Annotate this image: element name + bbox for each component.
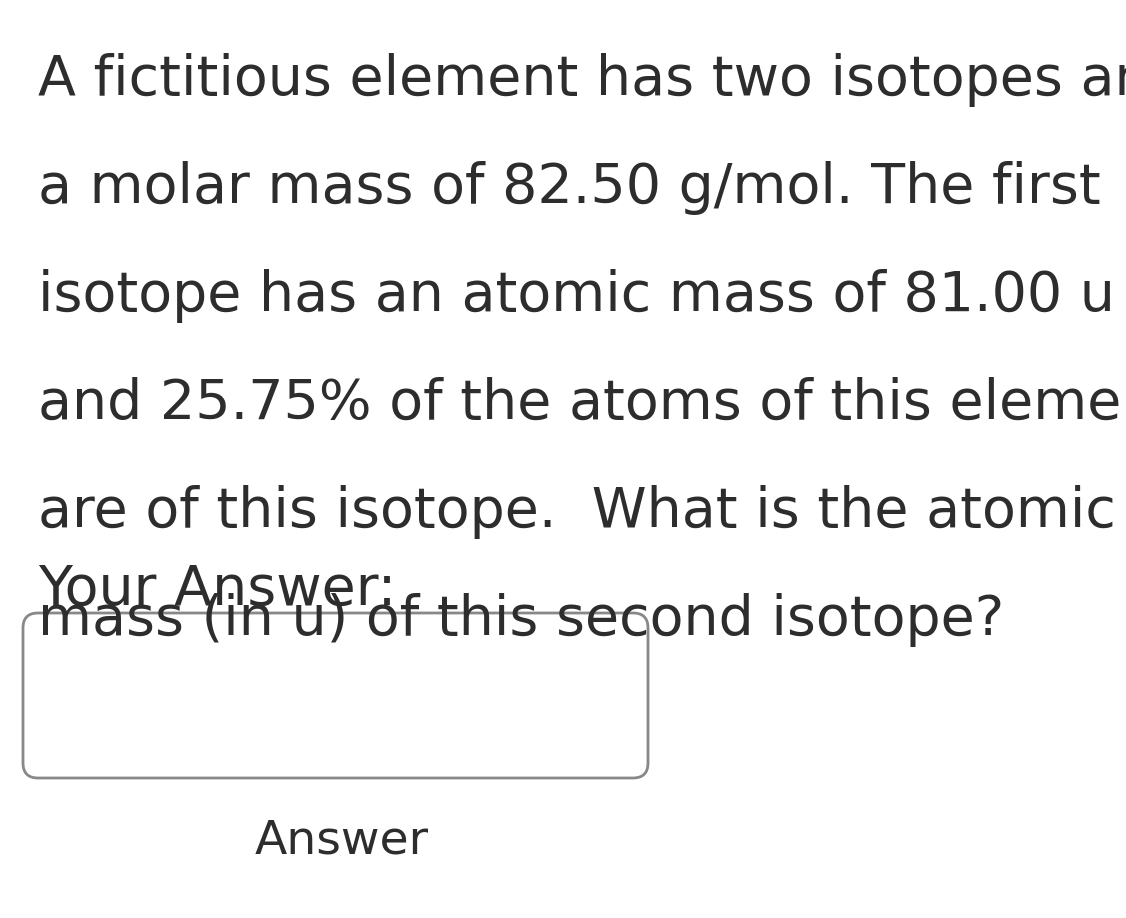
Text: A fictitious element has two isotopes and: A fictitious element has two isotopes an… [38,53,1126,107]
Text: and 25.75% of the atoms of this element: and 25.75% of the atoms of this element [38,377,1126,431]
Text: Answer: Answer [254,818,429,863]
Text: Your Answer:: Your Answer: [38,563,396,617]
Text: are of this isotope.  What is the atomic: are of this isotope. What is the atomic [38,485,1116,539]
Text: mass (in u) of this second isotope?: mass (in u) of this second isotope? [38,593,1004,647]
FancyBboxPatch shape [23,613,647,778]
Text: a molar mass of 82.50 g/mol. The first: a molar mass of 82.50 g/mol. The first [38,161,1101,215]
Text: isotope has an atomic mass of 81.00 u: isotope has an atomic mass of 81.00 u [38,269,1115,323]
